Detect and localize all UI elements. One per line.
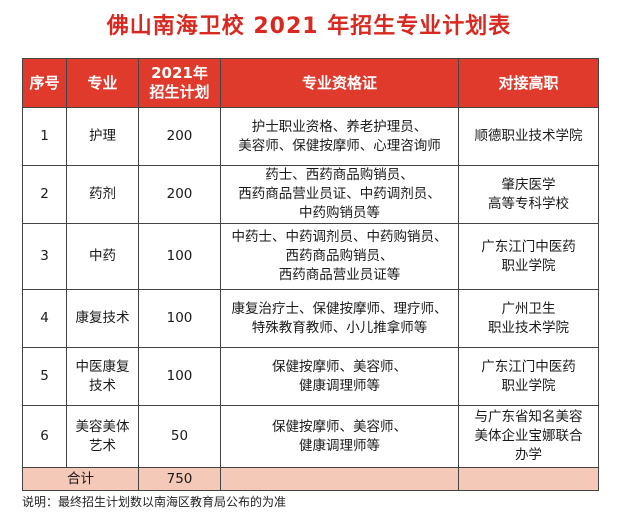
plan-count: 100 <box>138 289 221 348</box>
total-value: 750 <box>138 467 221 491</box>
certificates: 中药士、中药调剂员、中药购销员、 西药商品购销员、 西药商品营业员证等 <box>220 223 459 290</box>
total-row: 合计 750 <box>22 467 599 491</box>
footnote: 说明：最终招生计划数以南海区教育局公布的为准 <box>22 495 287 509</box>
table-row: 1 护理 200 护士职业资格、养老护理员、 美容师、保健按摩师、心理咨询师 顺德职业技术… <box>22 107 599 166</box>
table-row: 3 中药 100 中药士、中药调剂员、中药购销员、 西药商品购销员、 西药商品营业员证等广… <box>22 223 599 290</box>
major-name: 美容美体 艺术 <box>66 405 139 468</box>
plan-count: 100 <box>138 347 221 406</box>
certificates: 保健按摩师、美容师、 健康调理师等 <box>220 347 459 406</box>
certificates: 药士、西药商品购销员、 西药商品营业员证、中药调剂员、 中药购销员等 <box>220 165 459 224</box>
certificates: 护士职业资格、养老护理员、 美容师、保健按摩师、心理咨询师 <box>220 107 459 166</box>
partner-college: 广东江门中医药 职业学院 <box>458 223 599 290</box>
major-name: 中医康复 技术 <box>66 347 139 406</box>
row-number: 6 <box>22 405 67 468</box>
plan-count: 200 <box>138 165 221 224</box>
plan-count: 100 <box>138 223 221 290</box>
table-row: 6 美容美体 艺术 50 保健按摩师、美容师、 健康调理师等 与广东省知名美容 美体企业宝娜联… <box>22 405 599 468</box>
header-no: 序号 <box>22 58 67 108</box>
partner-college: 广州卫生 职业技术学院 <box>458 289 599 348</box>
table-row: 2 药剂 200 药士、西药商品购销员、 西药商品营业员证、中药调剂员、 中药购销员等 肇庆… <box>22 165 599 224</box>
row-number: 2 <box>22 165 67 224</box>
enrollment-plan-table: 序号 专业 2021年 招生计划 专业资格证 对接高职 1 护理 200 护士职业资格… <box>22 58 599 491</box>
table-row: 4 康复技术 100 康复治疗士、保健按摩师、理疗师、 特殊教育教师、小儿推拿师等 广州卫… <box>22 289 599 348</box>
row-number: 5 <box>22 347 67 406</box>
page-title: 佛山南海卫校 2021 年招生专业计划表 <box>106 14 512 39</box>
header-college: 对接高职 <box>458 58 599 108</box>
major-name: 中药 <box>66 223 139 290</box>
row-number: 3 <box>22 223 67 290</box>
major-name: 护理 <box>66 107 139 166</box>
partner-college: 与广东省知名美容 美体企业宝娜联合 办学 <box>458 405 599 468</box>
partner-college: 肇庆医学 高等专科学校 <box>458 165 599 224</box>
row-number: 1 <box>22 107 67 166</box>
row-number: 4 <box>22 289 67 348</box>
major-name: 药剂 <box>66 165 139 224</box>
partner-college: 顺德职业技术学院 <box>458 107 599 166</box>
table-row: 5 中医康复 技术 100 保健按摩师、美容师、 健康调理师等 广东江门中医药 职业学院 <box>22 347 599 406</box>
certificates: 保健按摩师、美容师、 健康调理师等 <box>220 405 459 468</box>
certificates: 康复治疗士、保健按摩师、理疗师、 特殊教育教师、小儿推拿师等 <box>220 289 459 348</box>
plan-count: 50 <box>138 405 221 468</box>
plan-count: 200 <box>138 107 221 166</box>
major-name: 康复技术 <box>66 289 139 348</box>
header-plan: 2021年 招生计划 <box>138 58 221 108</box>
table-header-row: 序号 专业 2021年 招生计划 专业资格证 对接高职 <box>22 58 599 108</box>
header-cert: 专业资格证 <box>220 58 459 108</box>
partner-college: 广东江门中医药 职业学院 <box>458 347 599 406</box>
header-major: 专业 <box>66 58 139 108</box>
total-label: 合计 <box>22 467 139 491</box>
